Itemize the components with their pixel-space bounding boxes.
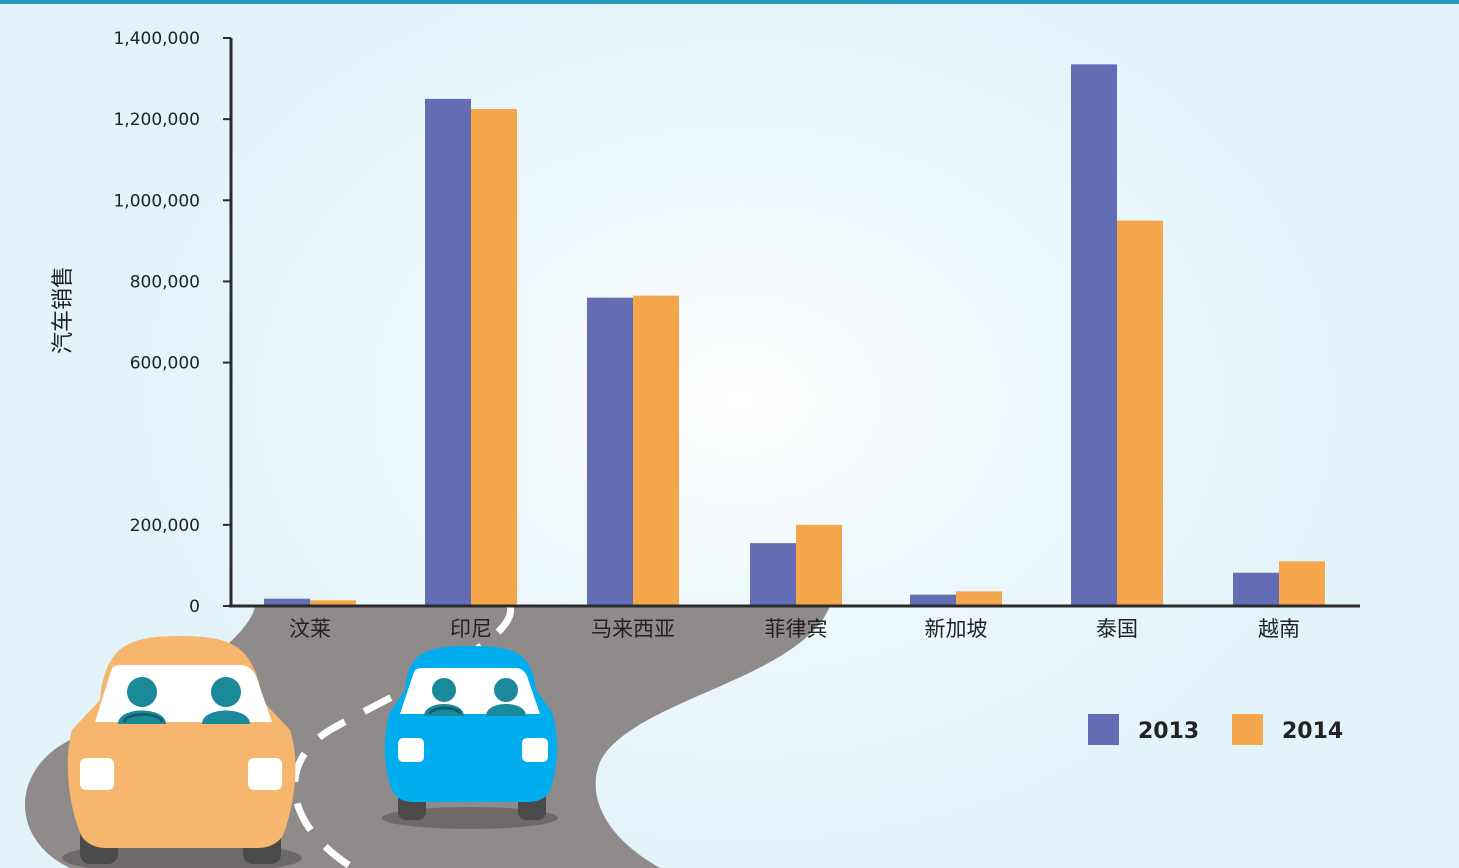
legend-swatch-2013	[1088, 714, 1119, 745]
y-tick-label: 1,400,000	[113, 29, 200, 49]
x-category-label: 汶莱	[289, 617, 331, 641]
y-ticks-group: 0 200,000 600,000 800,000 1,000,000 1,200,000…	[113, 29, 231, 617]
x-category-label: 马来西亚	[591, 617, 675, 641]
x-category-label: 越南	[1258, 617, 1300, 641]
y-tick-label: 1,000,000	[113, 191, 200, 211]
bar-2013	[750, 543, 796, 606]
x-labels-group: 汶莱 印尼 马来西亚 菲律宾 新加坡 泰国 越南	[289, 617, 1300, 641]
y-tick-label: 800,000	[130, 272, 200, 292]
x-category-label: 新加坡	[925, 617, 988, 641]
bar-2014	[471, 109, 517, 606]
bar-2014	[796, 524, 842, 606]
x-category-label: 印尼	[450, 617, 492, 641]
legend-label-2014: 2014	[1282, 719, 1343, 744]
bar-2014	[633, 295, 679, 606]
bar-2014	[310, 600, 356, 606]
legend-swatch-2014	[1232, 714, 1263, 745]
y-axis-title: 汽车销售	[51, 266, 76, 354]
legend-label-2013: 2013	[1138, 719, 1199, 744]
bar-2014	[956, 591, 1002, 606]
bar-2014	[1279, 561, 1325, 606]
orange-car-icon	[62, 636, 302, 868]
bar-2013	[425, 98, 471, 606]
x-category-label: 泰国	[1096, 617, 1138, 641]
y-tick-label: 200,000	[130, 516, 200, 536]
blue-car-icon	[382, 646, 558, 829]
bar-2013	[1233, 572, 1279, 606]
top-accent-bar	[0, 0, 1459, 4]
legend: 2013 2014	[1088, 714, 1343, 745]
y-tick-label: 1,200,000	[113, 110, 200, 130]
y-tick-label: 0	[189, 597, 200, 617]
bar-2013	[910, 594, 956, 606]
road-center-line	[291, 605, 514, 868]
bar-2013	[587, 297, 633, 606]
y-tick-label: 600,000	[130, 354, 200, 374]
x-category-label: 菲律宾	[765, 617, 828, 641]
bar-2013	[1071, 64, 1117, 606]
bars-group	[264, 64, 1325, 607]
bar-2013	[264, 598, 310, 606]
bar-2014	[1117, 220, 1163, 607]
